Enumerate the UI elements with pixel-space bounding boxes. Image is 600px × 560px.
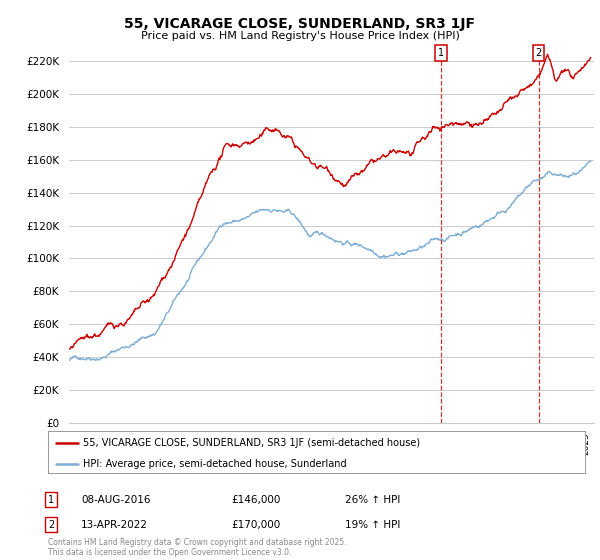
Text: 2: 2 xyxy=(48,520,54,530)
Text: 1: 1 xyxy=(48,494,54,505)
Text: 55, VICARAGE CLOSE, SUNDERLAND, SR3 1JF (semi-detached house): 55, VICARAGE CLOSE, SUNDERLAND, SR3 1JF … xyxy=(83,438,420,448)
Text: 08-AUG-2016: 08-AUG-2016 xyxy=(81,494,151,505)
Text: 1: 1 xyxy=(438,48,444,58)
Text: £146,000: £146,000 xyxy=(231,494,280,505)
Text: Price paid vs. HM Land Registry's House Price Index (HPI): Price paid vs. HM Land Registry's House … xyxy=(140,31,460,41)
Text: 55, VICARAGE CLOSE, SUNDERLAND, SR3 1JF: 55, VICARAGE CLOSE, SUNDERLAND, SR3 1JF xyxy=(125,17,476,31)
Text: Contains HM Land Registry data © Crown copyright and database right 2025.
This d: Contains HM Land Registry data © Crown c… xyxy=(48,538,347,557)
Text: 13-APR-2022: 13-APR-2022 xyxy=(81,520,148,530)
Text: 2: 2 xyxy=(535,48,542,58)
Text: HPI: Average price, semi-detached house, Sunderland: HPI: Average price, semi-detached house,… xyxy=(83,459,347,469)
Text: £170,000: £170,000 xyxy=(231,520,280,530)
Text: 19% ↑ HPI: 19% ↑ HPI xyxy=(345,520,400,530)
Text: 26% ↑ HPI: 26% ↑ HPI xyxy=(345,494,400,505)
